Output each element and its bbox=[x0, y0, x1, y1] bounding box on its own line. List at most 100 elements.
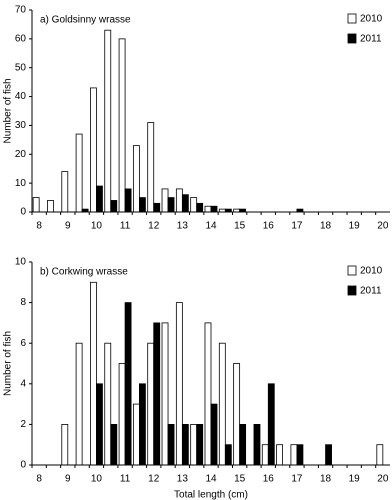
bar bbox=[210, 205, 218, 213]
x-tick-label: 19 bbox=[349, 474, 361, 485]
legend-label: 2010 bbox=[360, 266, 383, 277]
bar bbox=[190, 197, 198, 213]
bar bbox=[167, 197, 175, 213]
bar bbox=[90, 281, 97, 466]
bar bbox=[118, 38, 126, 213]
x-tick-label: 20 bbox=[377, 474, 389, 485]
x-tick-label: 9 bbox=[65, 221, 71, 232]
x-tick-label: 16 bbox=[263, 221, 275, 232]
bar bbox=[132, 145, 140, 213]
bar bbox=[110, 423, 118, 466]
bar bbox=[325, 444, 332, 466]
x-tick-label: 10 bbox=[91, 474, 103, 485]
bar bbox=[96, 185, 103, 213]
x-tick-label: 8 bbox=[36, 221, 42, 232]
bar bbox=[153, 202, 161, 213]
y-tick-label: 20 bbox=[15, 149, 27, 160]
x-tick-label: 20 bbox=[377, 221, 389, 232]
y-axis-label: Number of fish bbox=[3, 78, 14, 143]
bar bbox=[190, 423, 198, 466]
bar bbox=[138, 383, 146, 466]
bar bbox=[110, 200, 118, 213]
y-tick-label: 4 bbox=[20, 378, 26, 389]
bar bbox=[239, 423, 247, 466]
legend-label: 2011 bbox=[360, 286, 382, 297]
bar bbox=[204, 322, 212, 466]
x-tick-label: 17 bbox=[291, 474, 303, 485]
bar bbox=[47, 200, 54, 213]
x-tick-label: 18 bbox=[320, 474, 332, 485]
bar bbox=[132, 403, 140, 466]
bar bbox=[61, 171, 69, 213]
x-tick-label: 10 bbox=[91, 221, 103, 232]
y-tick-label: 0 bbox=[20, 460, 26, 471]
y-tick-label: 30 bbox=[15, 120, 27, 131]
bar bbox=[104, 342, 112, 466]
y-tick-label: 70 bbox=[15, 5, 27, 16]
y-tick-label: 6 bbox=[20, 338, 26, 349]
bar bbox=[267, 383, 275, 466]
bar bbox=[204, 205, 212, 213]
x-tick-label: 14 bbox=[205, 474, 217, 485]
y-axis-label: Number of fish bbox=[3, 331, 14, 396]
bar bbox=[175, 188, 183, 213]
bar bbox=[75, 133, 83, 213]
bar bbox=[124, 188, 132, 213]
bar bbox=[196, 202, 204, 213]
legend-swatch bbox=[347, 265, 357, 276]
bar bbox=[32, 197, 40, 213]
bar bbox=[75, 342, 83, 466]
bar bbox=[153, 322, 161, 466]
bar bbox=[161, 322, 169, 466]
bar bbox=[175, 302, 183, 466]
y-tick-label: 0 bbox=[20, 207, 26, 218]
bar bbox=[181, 194, 189, 213]
x-tick-label: 12 bbox=[148, 474, 160, 485]
bar bbox=[261, 444, 269, 466]
bar bbox=[196, 423, 204, 466]
x-tick-label: 8 bbox=[36, 474, 42, 485]
bar bbox=[253, 423, 261, 466]
bar bbox=[276, 444, 284, 466]
x-tick-label: 11 bbox=[120, 474, 131, 485]
x-tick-label: 15 bbox=[234, 221, 246, 232]
bar bbox=[181, 423, 189, 466]
legend-label: 2010 bbox=[360, 14, 383, 25]
legend-swatch bbox=[347, 33, 357, 44]
panel-title: a) Goldsinny wrasse bbox=[40, 15, 131, 26]
y-tick-label: 60 bbox=[15, 33, 27, 44]
y-tick-label: 10 bbox=[15, 178, 27, 189]
bar bbox=[138, 197, 146, 213]
x-tick-label: 12 bbox=[148, 221, 160, 232]
bar bbox=[104, 29, 112, 213]
x-tick-label: 13 bbox=[177, 221, 189, 232]
bar bbox=[161, 188, 169, 213]
x-tick-label: 17 bbox=[291, 221, 303, 232]
bar bbox=[210, 403, 218, 466]
bar bbox=[61, 423, 69, 466]
bar bbox=[118, 363, 126, 466]
y-tick-label: 2 bbox=[20, 419, 26, 430]
x-tick-label: 13 bbox=[177, 474, 189, 485]
legend-swatch bbox=[347, 13, 357, 24]
y-tick-label: 8 bbox=[20, 297, 26, 308]
bar bbox=[376, 444, 384, 466]
x-axis-label: Total length (cm) bbox=[174, 490, 248, 500]
bar bbox=[90, 87, 97, 213]
x-tick-label: 9 bbox=[65, 474, 71, 485]
legend-label: 2011 bbox=[360, 34, 382, 45]
legend-swatch bbox=[347, 285, 357, 296]
bar bbox=[167, 423, 175, 466]
panel-title: b) Corkwing wrasse bbox=[40, 267, 128, 278]
x-tick-label: 11 bbox=[120, 221, 131, 232]
x-tick-label: 14 bbox=[205, 221, 217, 232]
bar bbox=[224, 444, 232, 466]
bar bbox=[290, 444, 298, 466]
bar bbox=[296, 444, 304, 466]
x-tick-label: 18 bbox=[320, 221, 332, 232]
bar bbox=[147, 122, 155, 213]
y-tick-label: 40 bbox=[15, 91, 27, 102]
bar bbox=[218, 342, 226, 466]
bar bbox=[96, 383, 103, 466]
